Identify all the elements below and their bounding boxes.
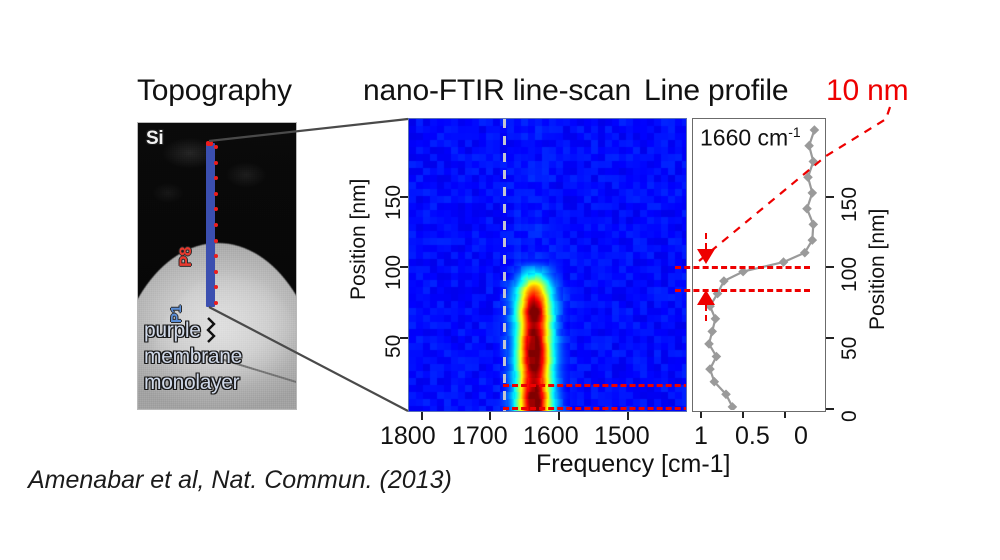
afm-label-si: Si: [146, 128, 164, 149]
line-profile-y-axis-title: Position [nm]: [866, 208, 889, 330]
line-profile-y-tickmark-0: [826, 408, 834, 410]
heatmap-y-tick-150: 150: [382, 184, 405, 220]
heatmap-x-tick-1600: 1600: [523, 422, 579, 450]
line-profile-guide-upper: [675, 266, 810, 269]
line-profile-data-marker: [738, 266, 748, 277]
afm-scan-point-marker: [214, 160, 218, 165]
heatmap-resonance-marker-line: [503, 119, 506, 411]
heading-nano-ftir-line-scan: nano-FTIR line-scan: [363, 74, 631, 107]
heatmap-nano-ftir: [408, 118, 687, 412]
heatmap-x-tickmark-1700: [489, 412, 491, 420]
afm-scan-point-marker: [214, 254, 218, 259]
line-profile-y-tickmark-150: [826, 196, 834, 198]
line-profile-data-marker: [707, 326, 718, 337]
line-profile-y-tickmark-100: [826, 266, 834, 268]
heatmap-y-tickmark-100: [400, 266, 408, 268]
line-profile-y-tick-100: 100: [838, 256, 861, 292]
line-profile-data-marker: [710, 313, 721, 324]
afm-scan-endpoint-marker: [206, 141, 213, 146]
afm-label-monolayer: monolayer: [144, 371, 240, 394]
afm-scan-point-marker: [214, 191, 218, 196]
line-profile-arrow-up-icon: [697, 290, 715, 305]
line-profile-x-tick-05: 0.5: [735, 422, 770, 450]
heatmap-y-tick-100: 100: [382, 254, 405, 290]
heatmap-x-tick-1700: 1700: [452, 422, 508, 450]
heatmap-x-tickmark-1600: [558, 412, 560, 420]
heatmap-x-tick-1800: 1800: [380, 422, 436, 450]
heatmap-canvas: [409, 119, 686, 411]
heading-topography: Topography: [137, 74, 292, 107]
line-profile-data-marker: [803, 172, 813, 183]
line-profile-data-marker: [808, 219, 819, 230]
line-profile-data-marker: [799, 247, 810, 258]
citation-text: Amenabar et al, Nat. Commun. (2013): [28, 466, 452, 494]
heatmap-x-tickmark-1500: [627, 412, 629, 420]
line-profile-plot: 1660 cm-1: [675, 118, 826, 412]
line-profile-y-tick-0: 0: [838, 410, 861, 422]
line-profile-data-marker: [711, 351, 722, 362]
line-profile-arrow-down-icon: [697, 249, 715, 264]
afm-scan-point-marker: [214, 238, 218, 243]
line-profile-data-marker: [709, 376, 720, 387]
line-profile-x-tickmark-1: [700, 412, 702, 418]
line-profile-data-marker: [804, 140, 814, 151]
line-profile-arrow-stem-upper: [705, 233, 707, 249]
line-profile-y-tickmark-50: [826, 337, 834, 339]
heatmap-guide-line-lower: [503, 407, 686, 410]
line-profile-data-marker: [808, 156, 819, 167]
afm-scan-line: [206, 143, 215, 307]
heatmap-x-tick-1500: 1500: [594, 422, 650, 450]
line-profile-data-marker: [705, 364, 715, 374]
line-profile-data-marker: [809, 125, 820, 135]
heading-line-profile: Line profile: [644, 74, 789, 107]
line-profile-x-tickmark-05: [742, 412, 744, 418]
annotation-10nm-label: 10 nm: [826, 74, 909, 107]
line-profile-curve: [704, 125, 820, 410]
line-profile-data-marker: [807, 188, 818, 198]
line-profile-arrow-stem-lower: [705, 305, 707, 321]
line-profile-y-tick-150: 150: [838, 186, 861, 222]
afm-label-membrane: membrane: [144, 345, 242, 368]
afm-scan-point-marker: [214, 223, 218, 227]
line-profile-data-marker: [719, 276, 729, 286]
afm-scan-point-marker: [214, 301, 218, 305]
line-profile-data-marker: [704, 339, 714, 349]
heatmap-y-axis-title: Position [nm]: [347, 178, 370, 300]
line-profile-data-marker: [727, 402, 738, 410]
line-profile-data-marker: [807, 235, 818, 245]
heatmap-y-tickmark-50: [400, 337, 408, 339]
line-profile-x-tick-1: 1: [694, 422, 708, 450]
afm-label-p8: P8: [176, 246, 195, 267]
heatmap-y-tickmark-150: [400, 196, 408, 198]
afm-scan-point-marker: [214, 207, 218, 212]
line-profile-x-tickmark-0: [784, 412, 786, 418]
afm-scan-point-marker: [214, 285, 218, 290]
afm-scan-point-marker: [214, 145, 218, 149]
line-profile-data-marker: [802, 203, 812, 214]
heatmap-guide-line-upper: [503, 384, 686, 387]
heatmap-x-axis-title: Frequency [cm-1]: [536, 450, 731, 478]
topography-afm-image: Si P8 P1 purple membrane monolayer: [137, 122, 297, 410]
heatmap-x-tickmark-1800: [421, 412, 423, 420]
afm-label-purple: purple: [144, 319, 201, 342]
afm-scan-point-marker: [214, 269, 218, 274]
line-profile-x-tick-0: 0: [794, 422, 808, 450]
line-profile-y-tick-50: 50: [838, 336, 861, 360]
line-profile-guide-lower: [675, 289, 810, 292]
afm-scan-point-marker: [214, 176, 218, 181]
